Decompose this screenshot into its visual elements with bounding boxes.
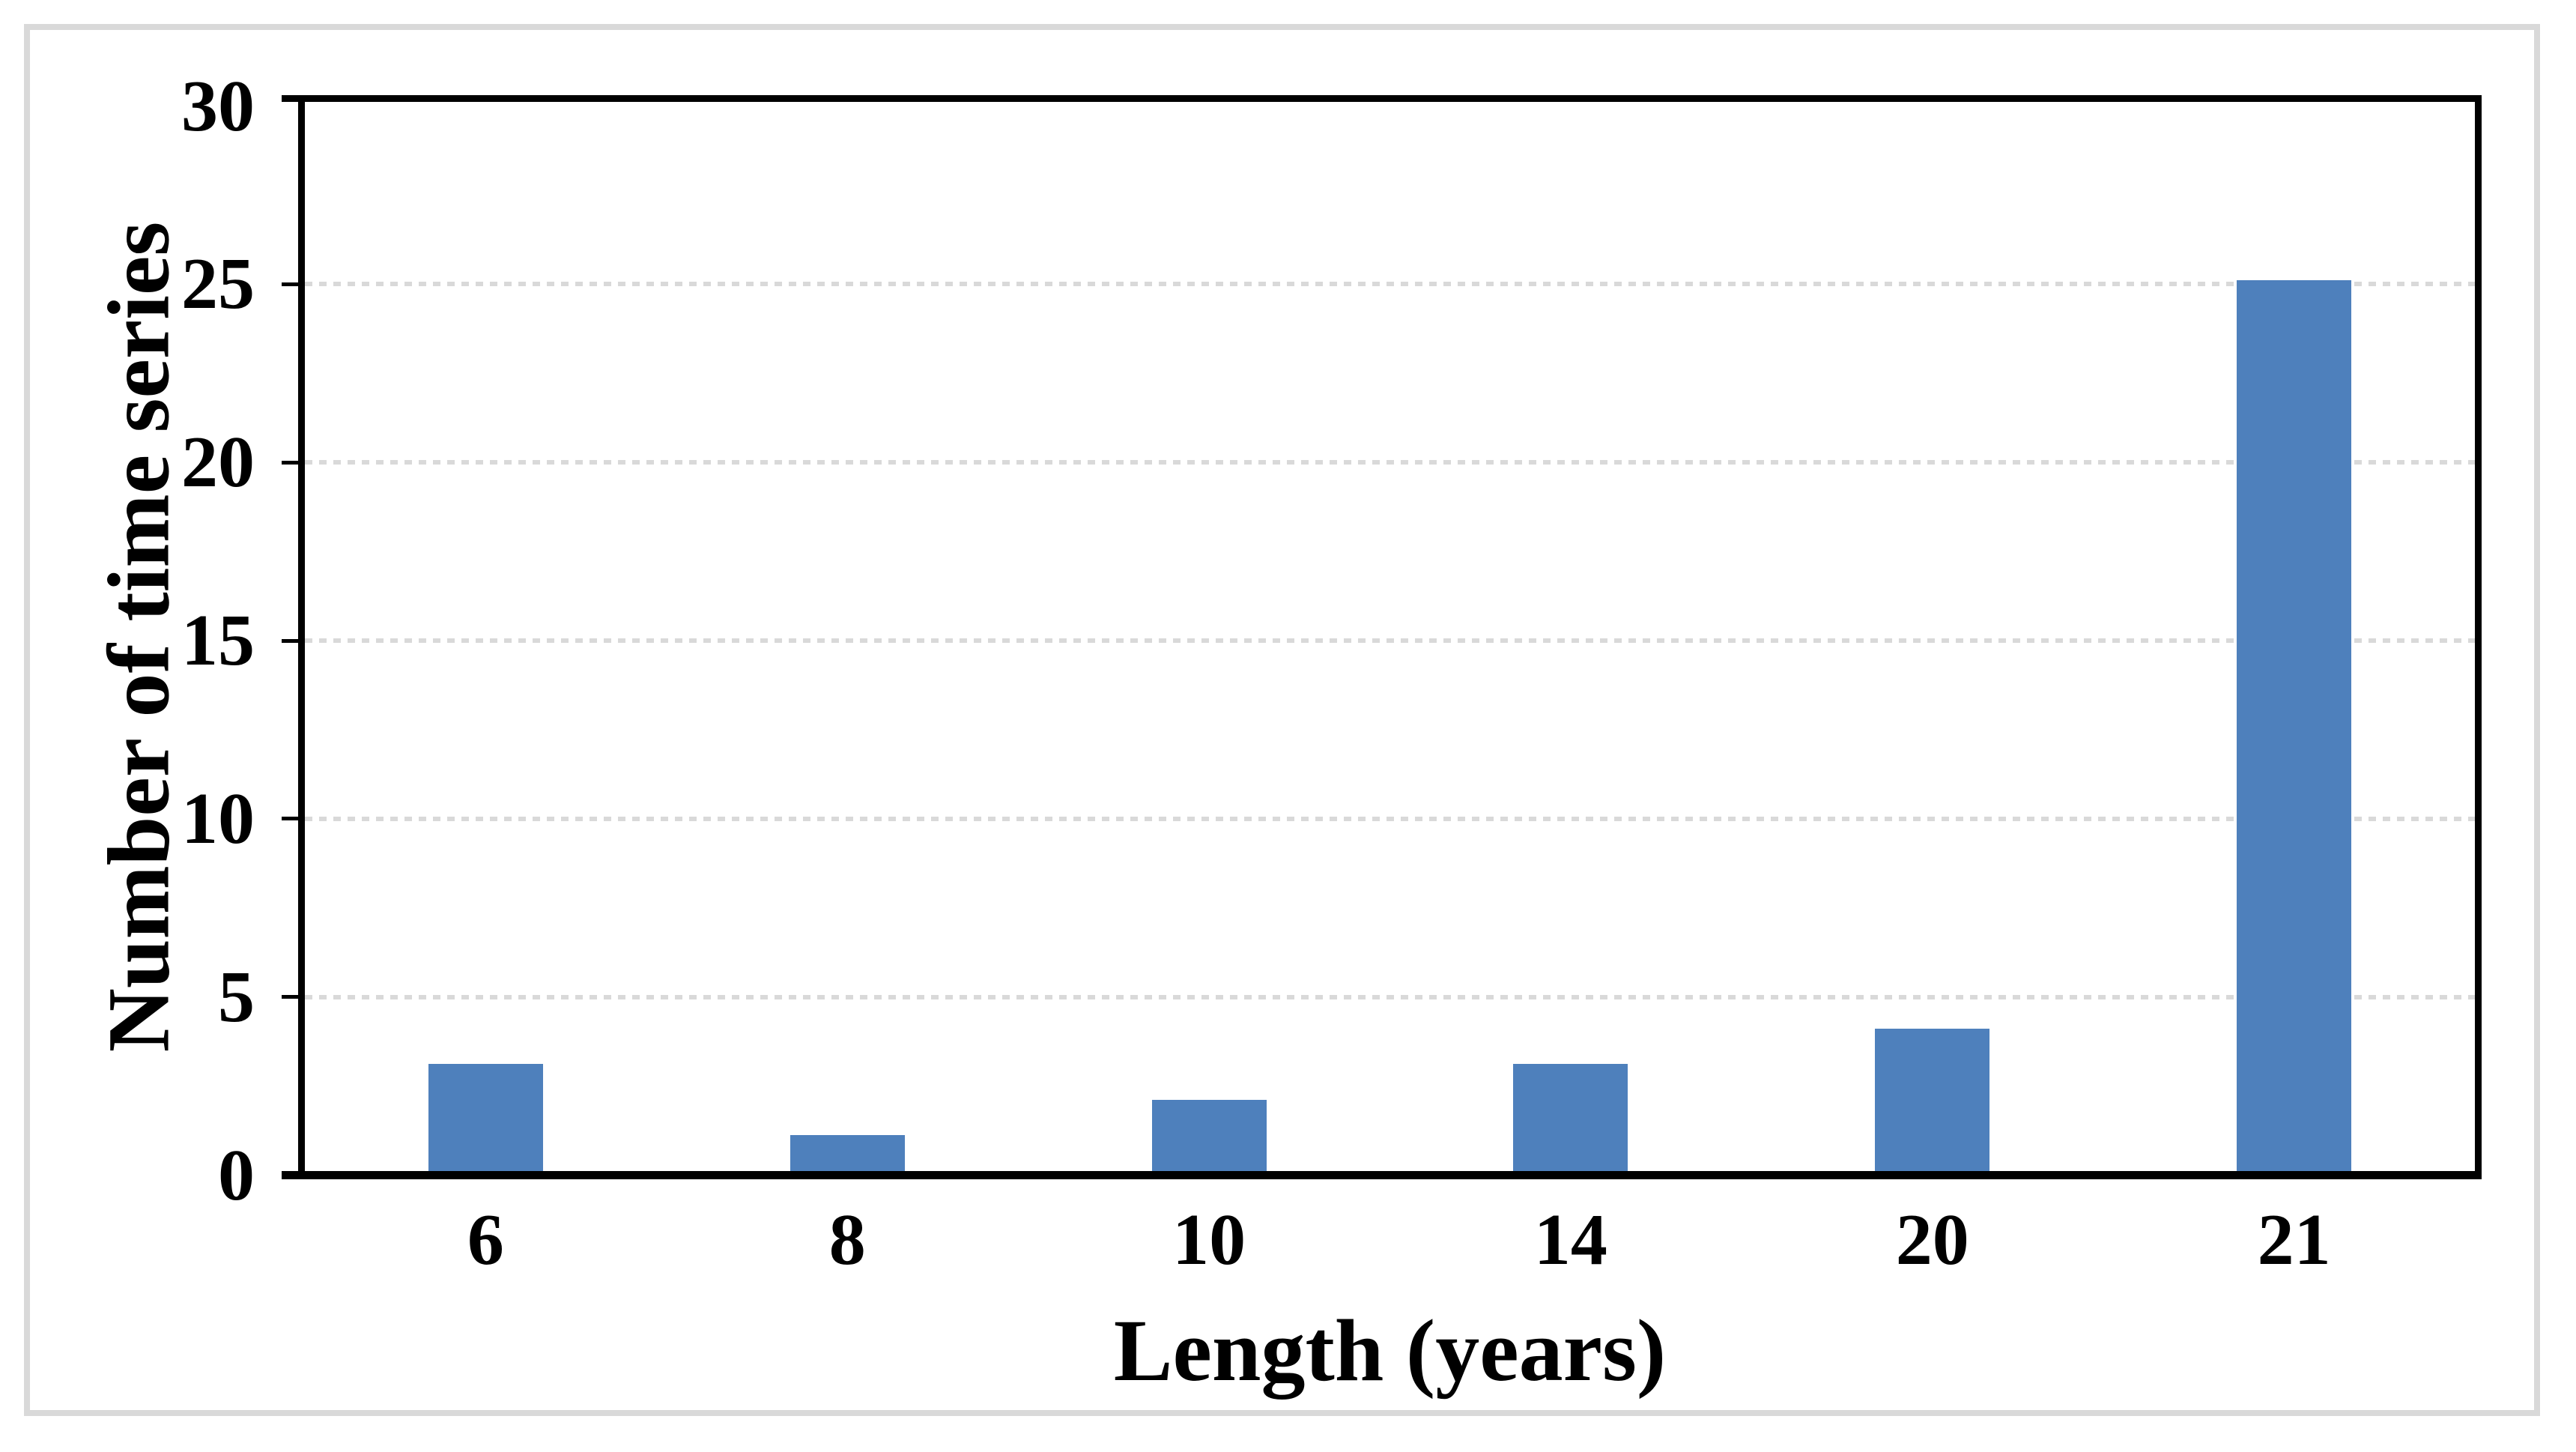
bar-10 <box>1151 1099 1267 1171</box>
x-tick-label-20: 20 <box>1895 1200 1969 1280</box>
y-tick-10 <box>282 817 305 821</box>
bar-20 <box>1875 1028 1990 1171</box>
y-tick-label-20: 20 <box>181 422 255 503</box>
figure-frame <box>24 24 2540 1416</box>
y-axis-title: Number of time series <box>89 221 188 1053</box>
y-tick-15 <box>282 638 305 643</box>
x-tick-label-14: 14 <box>1533 1200 1607 1280</box>
x-tick-label-21: 21 <box>2257 1200 2331 1280</box>
gridline-25 <box>305 282 2475 287</box>
y-tick-5 <box>282 995 305 999</box>
y-tick-label-10: 10 <box>181 778 255 859</box>
y-tick-label-25: 25 <box>181 243 255 325</box>
y-tick-label-15: 15 <box>181 600 255 681</box>
plot-border-top <box>282 95 2482 102</box>
x-tick-label-8: 8 <box>828 1200 866 1280</box>
y-tick-label-30: 30 <box>181 65 255 147</box>
bar-6 <box>428 1064 543 1171</box>
bar-8 <box>790 1135 905 1171</box>
x-axis-line <box>282 1171 2482 1179</box>
x-axis-title: Length (years) <box>1113 1301 1667 1400</box>
y-tick-25 <box>282 282 305 286</box>
y-tick-label-0: 0 <box>218 1134 255 1216</box>
plot-border-right <box>2475 95 2482 1179</box>
gridline-20 <box>305 460 2475 465</box>
y-tick-label-5: 5 <box>218 956 255 1038</box>
y-axis-line <box>298 95 305 1179</box>
bar-14 <box>1513 1064 1628 1171</box>
bar-21 <box>2237 279 2352 1171</box>
gridline-15 <box>305 638 2475 643</box>
gridline-10 <box>305 816 2475 821</box>
y-tick-20 <box>282 460 305 465</box>
y-axis-title-wrap: Number of time series <box>75 105 202 1169</box>
gridline-5 <box>305 994 2475 999</box>
x-tick-label-10: 10 <box>1172 1200 1246 1280</box>
x-tick-label-6: 6 <box>467 1200 504 1280</box>
